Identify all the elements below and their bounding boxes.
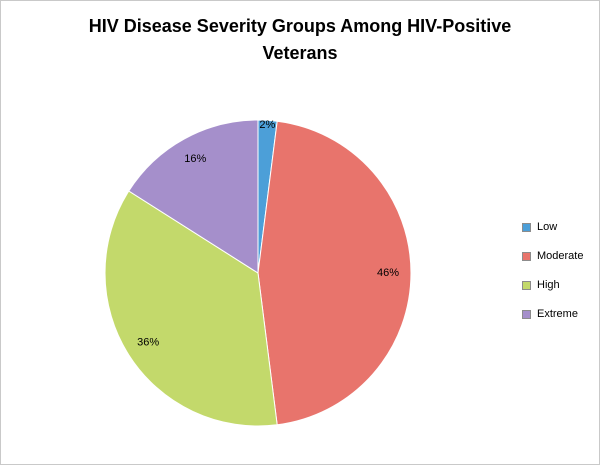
slice-label-low: 2% (259, 119, 275, 131)
chart-title: HIV Disease Severity Groups Among HIV-Po… (88, 16, 512, 63)
pie-slice-high (104, 190, 278, 427)
legend-swatch-extreme (522, 309, 531, 319)
legend-label: Low (537, 221, 558, 233)
legend: Low Moderate High Extreme (522, 221, 583, 320)
legend-item-low: Low (522, 221, 583, 233)
legend-swatch-high (522, 280, 531, 290)
pie-slice-extreme (128, 119, 259, 274)
legend-swatch-low (522, 222, 531, 232)
legend-swatch-moderate (522, 251, 531, 261)
legend-item-extreme: Extreme (522, 308, 583, 320)
legend-item-high: High (522, 279, 583, 291)
slice-label-moderate: 46% (377, 267, 399, 279)
pie-slice-moderate (257, 120, 412, 426)
slice-label-high: 36% (137, 337, 159, 349)
slice-label-extreme: 16% (184, 153, 206, 165)
legend-item-moderate: Moderate (522, 250, 583, 262)
legend-label: Extreme (537, 308, 578, 320)
legend-label: Moderate (537, 250, 584, 262)
legend-label: High (537, 279, 560, 291)
